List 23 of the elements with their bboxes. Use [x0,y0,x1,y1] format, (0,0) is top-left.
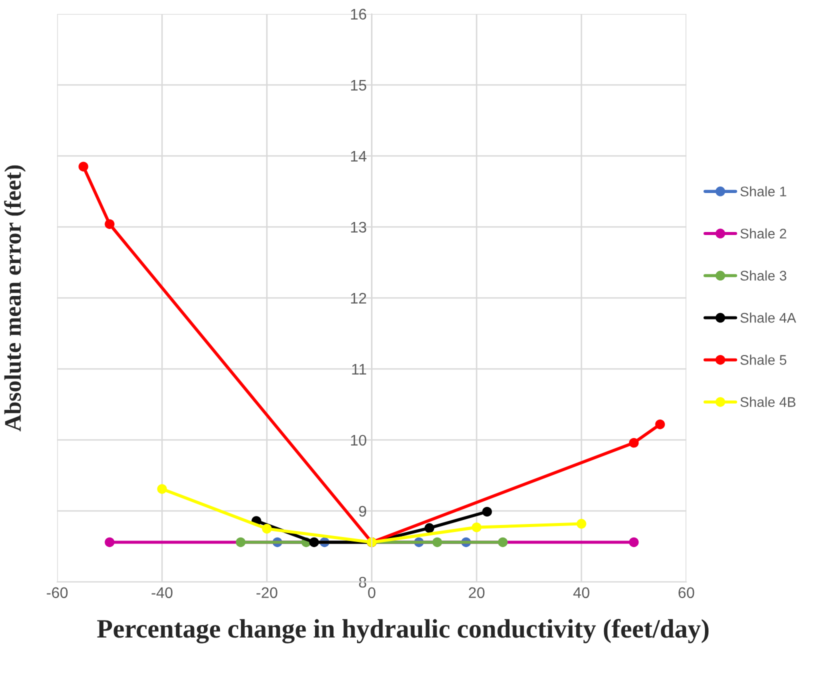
x-axis-title: Percentage change in hydraulic conductivity (feet/day) [97,618,709,644]
y-tick-label: 16 [351,8,366,20]
legend-label: Shale 4A [740,312,796,323]
x-tick-label: 20 [468,587,484,598]
y-tick-label: 9 [359,506,366,517]
y-tick-label: 10 [351,434,366,446]
x-tick-label: -20 [256,587,278,598]
x-tick-label: -40 [152,587,172,598]
y-tick-label: 12 [351,292,366,304]
legend-label: Shale 2 [740,228,786,239]
x-tick-label: 60 [678,587,694,598]
legend-label: Shale 3 [740,270,786,281]
legend-label: Shale 1 [740,186,786,196]
y-tick-label: 13 [351,222,366,233]
legend-label: Shale 5 [740,354,786,365]
x-tick-label: 0 [368,587,376,598]
legend-label: Shale 4B [740,396,796,407]
y-axis-title: Absolute mean error (feet) [4,165,26,432]
x-tick-label: -60 [46,587,68,598]
y-tick-label: 11 [352,364,366,375]
y-tick-label: 15 [351,80,366,91]
x-tick-label: 40 [573,587,590,598]
y-tick-label: 14 [351,150,366,162]
